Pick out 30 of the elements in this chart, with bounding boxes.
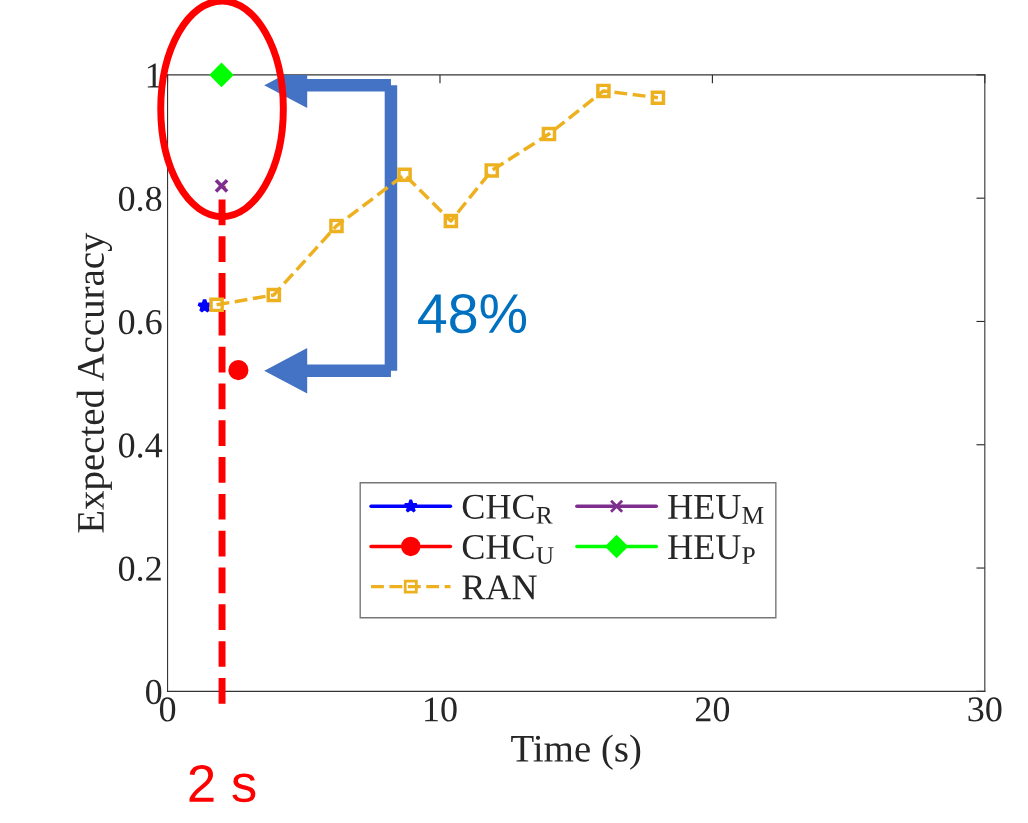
point (397, 167, 412, 183)
point (228, 360, 249, 381)
point (443, 213, 459, 229)
y-tick-label: 0.8 (118, 186, 162, 212)
point (650, 90, 666, 105)
legend-label: HEU$_{M}$ (668, 495, 764, 524)
y-tick-label: 0.6 (118, 309, 162, 335)
point (214, 178, 229, 194)
legend-label: CHC$_{R}$ (462, 494, 553, 524)
x-axis-title: Time (s) (511, 734, 641, 770)
point (541, 126, 557, 142)
y-tick-label: 1 (147, 63, 161, 88)
point (266, 287, 282, 303)
legend-label: HEU$_{P}$ (668, 535, 755, 564)
x-tick-label: 20 (695, 697, 730, 722)
x-tick-label: 30 (968, 697, 1002, 722)
y-tick-label: 0 (146, 679, 162, 705)
point (596, 83, 611, 99)
x-tick-label: 10 (425, 697, 457, 722)
point (209, 63, 234, 87)
ref-line-label: 2 s (189, 764, 256, 803)
point (329, 218, 344, 234)
point (209, 297, 224, 313)
y-tick-label: 0.2 (118, 556, 161, 582)
legend-label: RAN (462, 575, 537, 600)
annotation: 48% (418, 293, 527, 334)
y-axis-title: Expected Accuracy (76, 232, 113, 533)
y-tick-label: 0.4 (118, 433, 163, 458)
legend-label: CHC$_{U}$ (462, 534, 554, 565)
point (484, 163, 500, 178)
